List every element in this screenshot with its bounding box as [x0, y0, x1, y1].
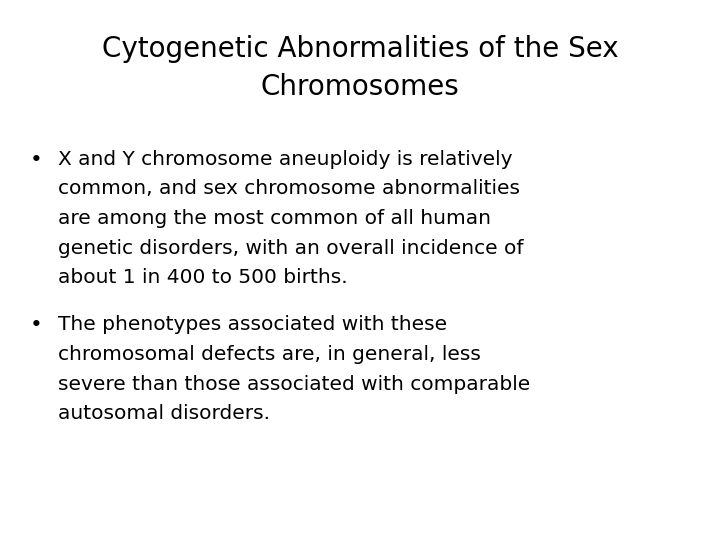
Text: severe than those associated with comparable: severe than those associated with compar…: [58, 375, 530, 394]
Text: chromosomal defects are, in general, less: chromosomal defects are, in general, les…: [58, 345, 481, 364]
Text: genetic disorders, with an overall incidence of: genetic disorders, with an overall incid…: [58, 239, 523, 258]
Text: about 1 in 400 to 500 births.: about 1 in 400 to 500 births.: [58, 268, 348, 287]
Text: Cytogenetic Abnormalities of the Sex: Cytogenetic Abnormalities of the Sex: [102, 35, 618, 63]
Text: Chromosomes: Chromosomes: [261, 73, 459, 101]
Text: X and Y chromosome aneuploidy is relatively: X and Y chromosome aneuploidy is relativ…: [58, 150, 513, 169]
Text: autosomal disorders.: autosomal disorders.: [58, 404, 270, 423]
Text: •: •: [30, 150, 42, 170]
Text: •: •: [30, 315, 42, 335]
Text: are among the most common of all human: are among the most common of all human: [58, 209, 491, 228]
Text: The phenotypes associated with these: The phenotypes associated with these: [58, 315, 447, 334]
Text: common, and sex chromosome abnormalities: common, and sex chromosome abnormalities: [58, 179, 520, 199]
